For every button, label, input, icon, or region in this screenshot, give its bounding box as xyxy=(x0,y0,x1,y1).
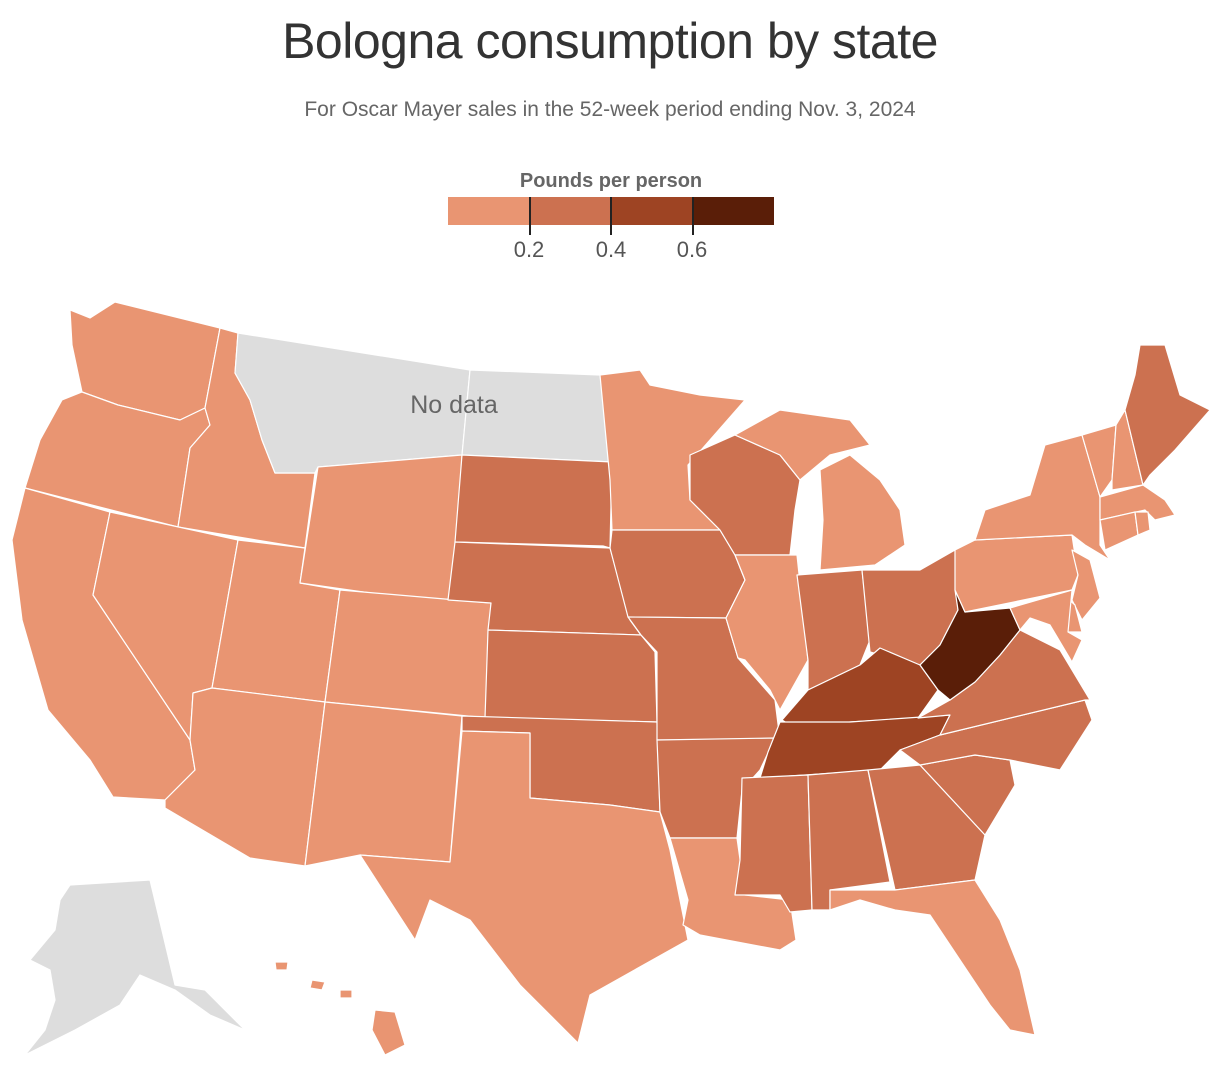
state-hi[interactable] xyxy=(274,961,406,1056)
state-nh[interactable] xyxy=(1111,409,1144,491)
legend: Pounds per person 0.2 0.4 0.6 xyxy=(448,170,774,267)
legend-bar xyxy=(448,197,774,235)
nodata-label: No data xyxy=(410,391,498,419)
state-nm[interactable] xyxy=(304,701,463,867)
legend-swatch-4 xyxy=(691,197,774,235)
state-md[interactable] xyxy=(1009,589,1083,663)
legend-label-3: 0.6 xyxy=(676,237,708,262)
state-nj[interactable] xyxy=(1071,549,1101,621)
state-fl[interactable] xyxy=(829,879,1036,1036)
state-ks[interactable] xyxy=(484,629,658,723)
state-ri[interactable] xyxy=(1134,511,1151,536)
state-wv[interactable] xyxy=(919,589,1021,701)
state-ms[interactable] xyxy=(734,774,813,913)
state-ia[interactable] xyxy=(609,529,746,619)
chart-title: Bologna consumption by state xyxy=(282,13,938,69)
state-co[interactable] xyxy=(324,589,492,719)
legend-swatch-1 xyxy=(448,197,530,225)
legend-label-1: 0.2 xyxy=(513,237,545,262)
legend-swatch-2 xyxy=(528,197,611,235)
state-mn[interactable] xyxy=(599,369,746,531)
state-tx[interactable] xyxy=(359,730,689,1044)
state-ak[interactable] xyxy=(24,879,246,1056)
state-wy[interactable] xyxy=(299,454,463,606)
legend-labels: 0.2 0.4 0.6 xyxy=(448,237,774,267)
legend-swatch-3 xyxy=(610,197,693,235)
state-me[interactable] xyxy=(1124,344,1211,486)
state-sd[interactable] xyxy=(454,454,613,549)
legend-title: Pounds per person xyxy=(519,170,703,192)
state-ga[interactable] xyxy=(867,764,986,891)
state-mi[interactable] xyxy=(734,409,906,571)
legend-label-2: 0.4 xyxy=(595,237,627,262)
chart-subtitle: For Oscar Mayer sales in the 52-week per… xyxy=(304,98,916,121)
